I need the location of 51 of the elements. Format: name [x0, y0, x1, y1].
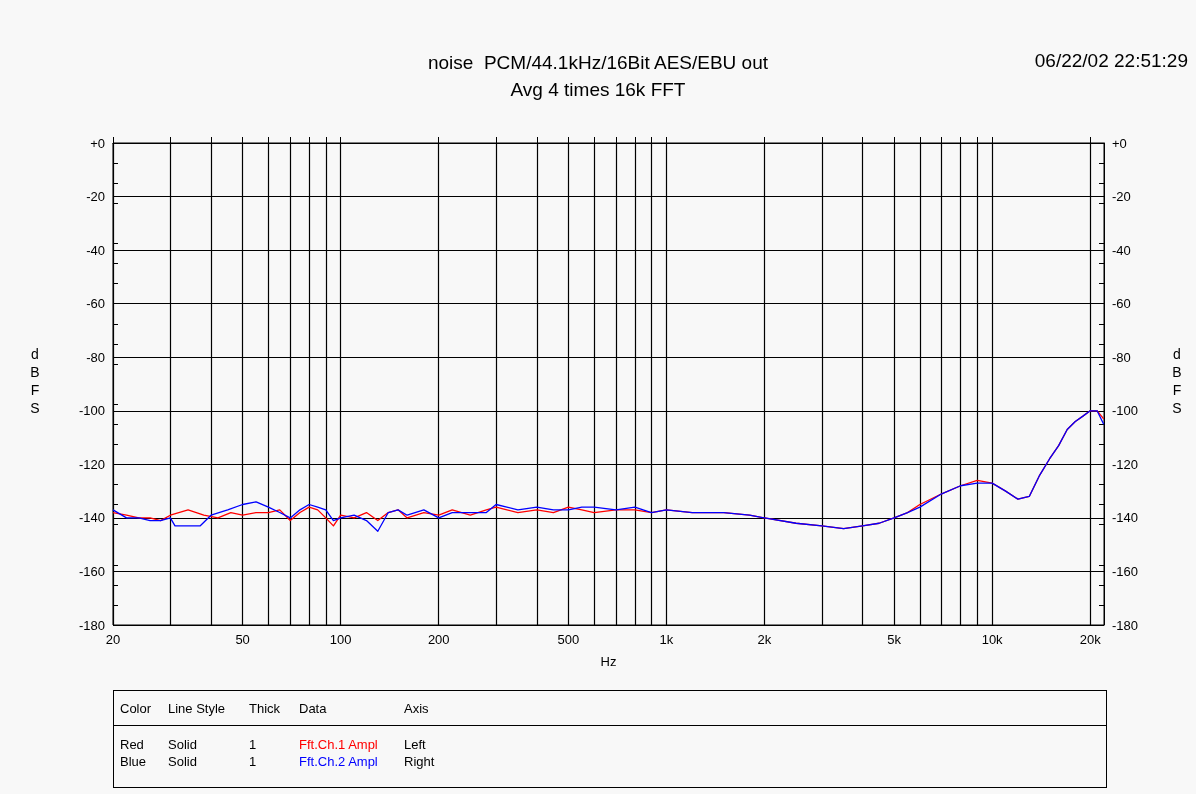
text: 06/22/02 22:51:29 — [1034, 50, 1188, 72]
y-tick-label: -180 — [78, 617, 105, 633]
text: Axis — [404, 701, 429, 716]
x-tick-label: 20k — [1079, 632, 1102, 647]
y-tick-label: -80 — [86, 349, 105, 365]
y-tick-label: -40 — [86, 242, 105, 258]
x-tick-label: 1k — [659, 632, 674, 647]
y-tick-label: -20 — [86, 189, 105, 205]
x-tick-label: 2k — [757, 632, 772, 647]
text: Data — [299, 701, 327, 716]
text: 1 — [249, 754, 257, 769]
y2-tick-label: -100 — [1112, 403, 1139, 419]
x-axis-title: Hz — [600, 654, 617, 669]
y-tick-label: -140 — [78, 510, 105, 526]
text: Red — [120, 737, 144, 752]
y2-tick-label: -180 — [1112, 617, 1139, 633]
x-tick-label: 10k — [981, 632, 1004, 647]
y2-tick-label: -40 — [1112, 242, 1131, 258]
y-tick-label: -100 — [78, 403, 105, 419]
text: Right — [404, 754, 435, 769]
x-tick-label: 5k — [887, 632, 902, 647]
y-tick-label: +0 — [90, 135, 105, 151]
text: Fft.Ch.1 Ampl — [299, 737, 378, 752]
y2-tick-label: -80 — [1112, 349, 1131, 365]
text: Line Style — [168, 701, 226, 716]
chart-subtitle: Avg 4 times 16k FFT — [510, 79, 686, 100]
text: 1 — [249, 737, 257, 752]
y2-tick-label: -140 — [1112, 510, 1139, 526]
y2-tick-label: -120 — [1112, 456, 1139, 472]
y2-axis-title: dBFS — [1172, 345, 1182, 417]
y2-tick-label: -160 — [1112, 563, 1139, 579]
y2-tick-label: -20 — [1112, 189, 1131, 205]
y2-tick-label: -60 — [1112, 296, 1131, 312]
x-tick-label: 500 — [557, 632, 580, 647]
x-tick-label: 100 — [329, 632, 352, 647]
text: Solid — [168, 737, 197, 752]
text: Solid — [168, 754, 197, 769]
y-tick-label: -160 — [78, 563, 105, 579]
text: Left — [404, 737, 426, 752]
x-tick-label: 20 — [105, 632, 121, 647]
text: Thick — [249, 701, 281, 716]
text: Fft.Ch.2 Ampl — [299, 754, 378, 769]
x-tick-label: 50 — [235, 632, 250, 647]
chart-title: noise PCM/44.1kHz/16Bit AES/EBU out — [427, 52, 769, 73]
text: Color — [120, 701, 152, 716]
text: Blue — [120, 754, 147, 769]
y2-tick-label: +0 — [1112, 135, 1127, 151]
y-tick-label: -120 — [78, 456, 105, 472]
y-axis-title: dBFS — [30, 345, 40, 417]
x-tick-label: 200 — [427, 632, 450, 647]
y-tick-label: -60 — [86, 296, 105, 312]
